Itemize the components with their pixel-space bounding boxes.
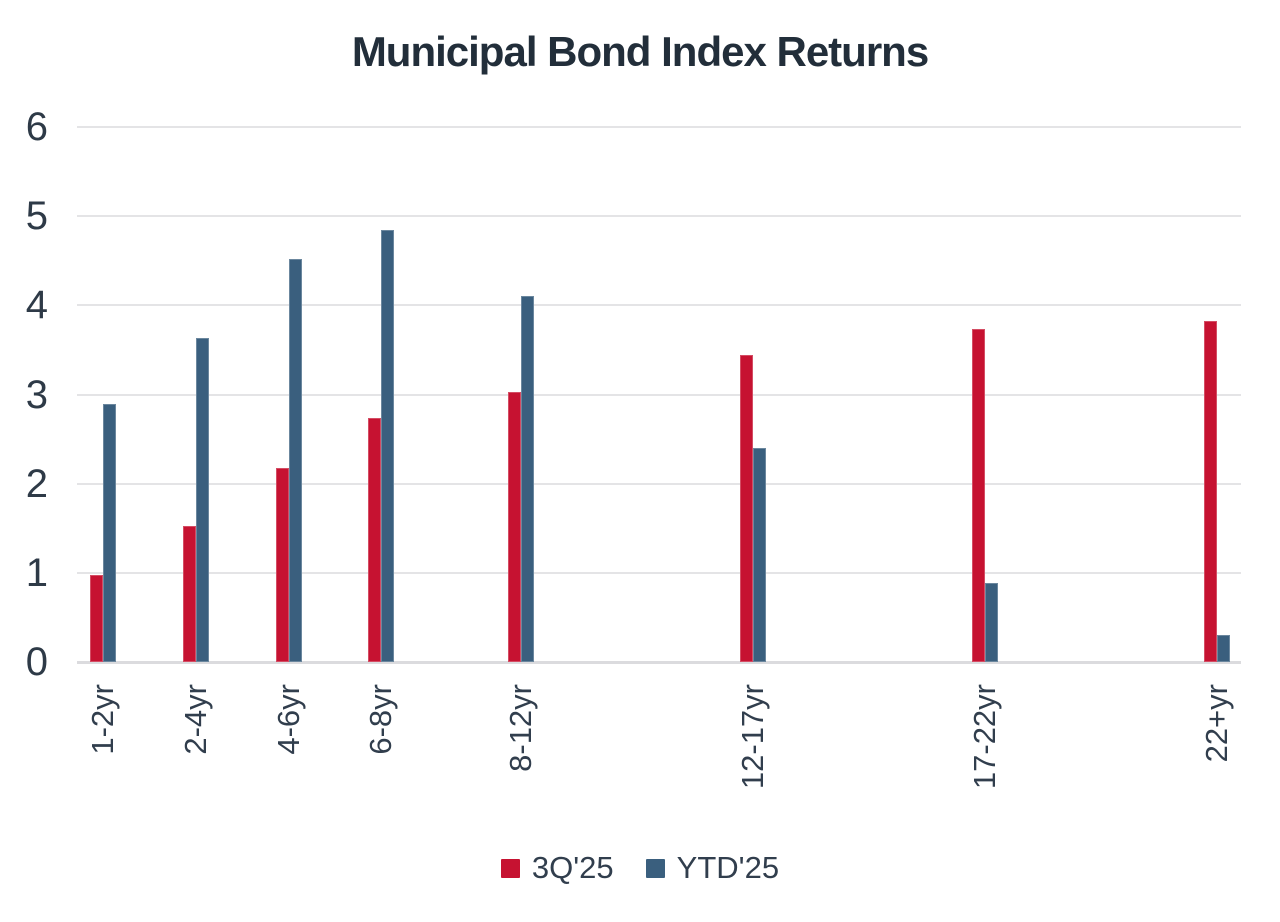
y-tick-label-5: 5 <box>25 194 48 239</box>
bar-ytd-25-4-6yr <box>288 258 302 662</box>
x-axis-label-12-17yr: 12-17yr <box>734 684 770 790</box>
x-axis-label-17-22yr: 17-22yr <box>966 684 1002 790</box>
y-tick-label-2: 2 <box>25 461 48 506</box>
x-axis-line <box>77 661 1241 664</box>
chart-title: Municipal Bond Index Returns <box>351 28 929 75</box>
y-tick-label-0: 0 <box>25 640 48 684</box>
bar-3q-25-2-4yr <box>182 526 196 662</box>
y-tick-label-1: 1 <box>25 550 48 595</box>
bar-3q-25-22-yr <box>1203 321 1217 662</box>
legend: 3Q'25 YTD'25 <box>0 850 1280 886</box>
x-axis-label-22-yr: 22+yr <box>1198 684 1234 763</box>
bar-3q-25-4-6yr <box>275 467 289 662</box>
legend-swatch-ytd25 <box>645 858 665 878</box>
bar-ytd-25-6-8yr <box>381 230 395 662</box>
bar-ytd-25-1-2yr <box>102 404 116 662</box>
x-axis-label-2-4yr: 2-4yr <box>177 684 213 755</box>
bar-3q-25-17-22yr <box>971 329 985 662</box>
bar-3q-25-1-2yr <box>89 574 103 662</box>
legend-item-ytd25: YTD'25 <box>645 850 780 886</box>
legend-label-ytd25: YTD'25 <box>676 850 780 885</box>
gridline-y1 <box>77 571 1241 574</box>
x-axis-label-4-6yr: 4-6yr <box>270 684 306 755</box>
bar-ytd-25-17-22yr <box>984 582 998 662</box>
y-tick-label-6: 6 <box>25 105 48 149</box>
gridline-y3 <box>77 393 1241 396</box>
plot-area <box>77 126 1241 664</box>
bar-ytd-25-12-17yr <box>752 448 766 662</box>
x-axis-label-6-8yr: 6-8yr <box>363 684 399 755</box>
bar-ytd-25-22-yr <box>1216 635 1230 662</box>
legend-label-3q25: 3Q'25 <box>531 850 614 885</box>
legend-item-3q25: 3Q'25 <box>500 850 614 886</box>
bar-3q-25-8-12yr <box>507 391 521 662</box>
gridline-y6 <box>77 126 1241 128</box>
y-tick-label-4: 4 <box>25 283 48 328</box>
y-tick-label-3: 3 <box>25 372 48 417</box>
bar-ytd-25-2-4yr <box>195 338 209 662</box>
legend-swatch-3q25 <box>500 858 520 878</box>
bar-3q-25-12-17yr <box>739 355 753 662</box>
x-axis-label-1-2yr: 1-2yr <box>84 684 120 755</box>
gridline-y4 <box>77 304 1241 307</box>
gridline-y5 <box>77 215 1241 218</box>
bar-3q-25-6-8yr <box>368 417 382 662</box>
x-axis-label-8-12yr: 8-12yr <box>502 684 538 772</box>
bar-ytd-25-8-12yr <box>520 295 534 662</box>
gridline-y2 <box>77 482 1241 485</box>
